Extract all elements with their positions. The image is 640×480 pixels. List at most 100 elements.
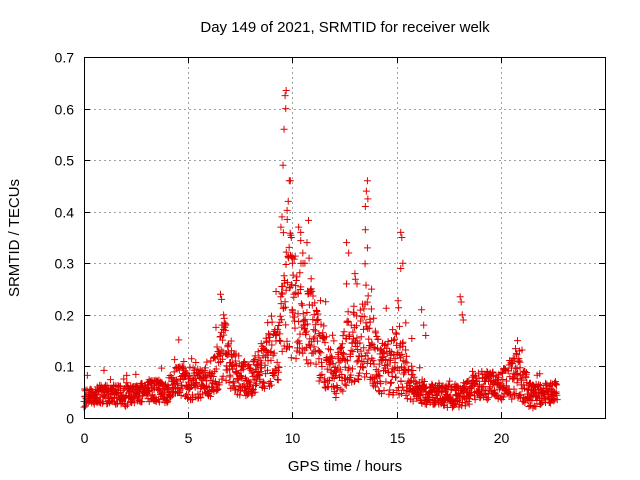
data-point [350, 378, 358, 386]
data-point [217, 332, 225, 340]
data-point [372, 329, 380, 337]
data-point [320, 322, 328, 330]
data-point [375, 360, 383, 368]
data-point [329, 331, 337, 339]
data-point [328, 354, 336, 362]
data-point [401, 366, 409, 374]
data-point [229, 378, 237, 386]
data-point [335, 358, 343, 366]
data-point [397, 378, 405, 386]
data-point [459, 316, 467, 324]
data-point [386, 386, 394, 394]
data-point [206, 392, 214, 400]
data-point [344, 357, 352, 365]
data-point [334, 384, 342, 392]
data-point [308, 338, 316, 346]
data-point [360, 358, 368, 366]
data-point [279, 161, 287, 169]
data-point [403, 352, 411, 360]
data-point [218, 375, 226, 383]
data-point [497, 379, 505, 387]
data-point [329, 382, 337, 390]
data-point [392, 373, 400, 381]
data-point [175, 336, 183, 344]
data-point [410, 373, 418, 381]
axis-ticks [84, 57, 605, 419]
data-point [315, 347, 323, 355]
data-point [278, 213, 286, 221]
data-point [368, 341, 376, 349]
data-point [374, 335, 382, 343]
data-point [295, 348, 303, 356]
data-point [326, 346, 334, 354]
data-point [416, 364, 424, 372]
data-point [347, 346, 355, 354]
data-point [313, 317, 321, 325]
data-point [336, 344, 344, 352]
data-point [311, 299, 319, 307]
data-point [310, 326, 318, 334]
data-point [523, 369, 531, 377]
data-point [394, 384, 402, 392]
data-point [409, 397, 417, 405]
data-point [347, 371, 355, 379]
y-tick-label: 0.2 [55, 308, 75, 324]
data-point [92, 391, 100, 399]
x-tick-label: 5 [185, 430, 193, 446]
data-point [365, 335, 373, 343]
data-point [332, 389, 340, 397]
data-point [349, 308, 357, 316]
plot-frame [84, 57, 606, 419]
data-point [279, 229, 287, 237]
data-point [330, 375, 338, 383]
data-point [307, 275, 315, 283]
data-point [135, 393, 143, 401]
data-point [120, 375, 128, 383]
data-point [83, 371, 91, 379]
x-axis-label: GPS time / hours [288, 458, 402, 475]
data-point [132, 370, 140, 378]
data-point [336, 366, 344, 374]
data-point [164, 397, 172, 405]
data-point [280, 304, 288, 312]
data-point [349, 365, 357, 373]
data-point [330, 337, 338, 345]
data-point [298, 301, 306, 309]
data-point [364, 355, 372, 363]
data-point [499, 393, 507, 401]
data-point [307, 359, 315, 367]
data-point [208, 379, 216, 387]
data-point [264, 366, 272, 374]
data-point [402, 319, 410, 327]
data-point [344, 308, 352, 316]
data-point [215, 381, 223, 389]
data-point [342, 381, 350, 389]
data-point [479, 382, 487, 390]
data-point [267, 381, 275, 389]
data-point [106, 376, 114, 384]
data-point [510, 385, 518, 393]
data-point [192, 358, 200, 366]
data-point [341, 380, 349, 388]
data-point [515, 357, 523, 365]
data-point [184, 378, 192, 386]
data-point [359, 364, 367, 372]
data-point [357, 333, 365, 341]
data-point [289, 271, 297, 279]
data-point [370, 343, 378, 351]
data-point [212, 380, 220, 388]
data-point [382, 304, 390, 312]
data-point [553, 396, 561, 404]
data-point [164, 382, 172, 390]
data-point [399, 338, 407, 346]
data-point [497, 369, 505, 377]
data-point [365, 346, 373, 354]
data-point [102, 381, 110, 389]
data-point [271, 371, 279, 379]
data-point [285, 343, 293, 351]
data-point [362, 370, 370, 378]
data-point [321, 375, 329, 383]
data-point [155, 398, 163, 406]
data-point [284, 197, 292, 205]
